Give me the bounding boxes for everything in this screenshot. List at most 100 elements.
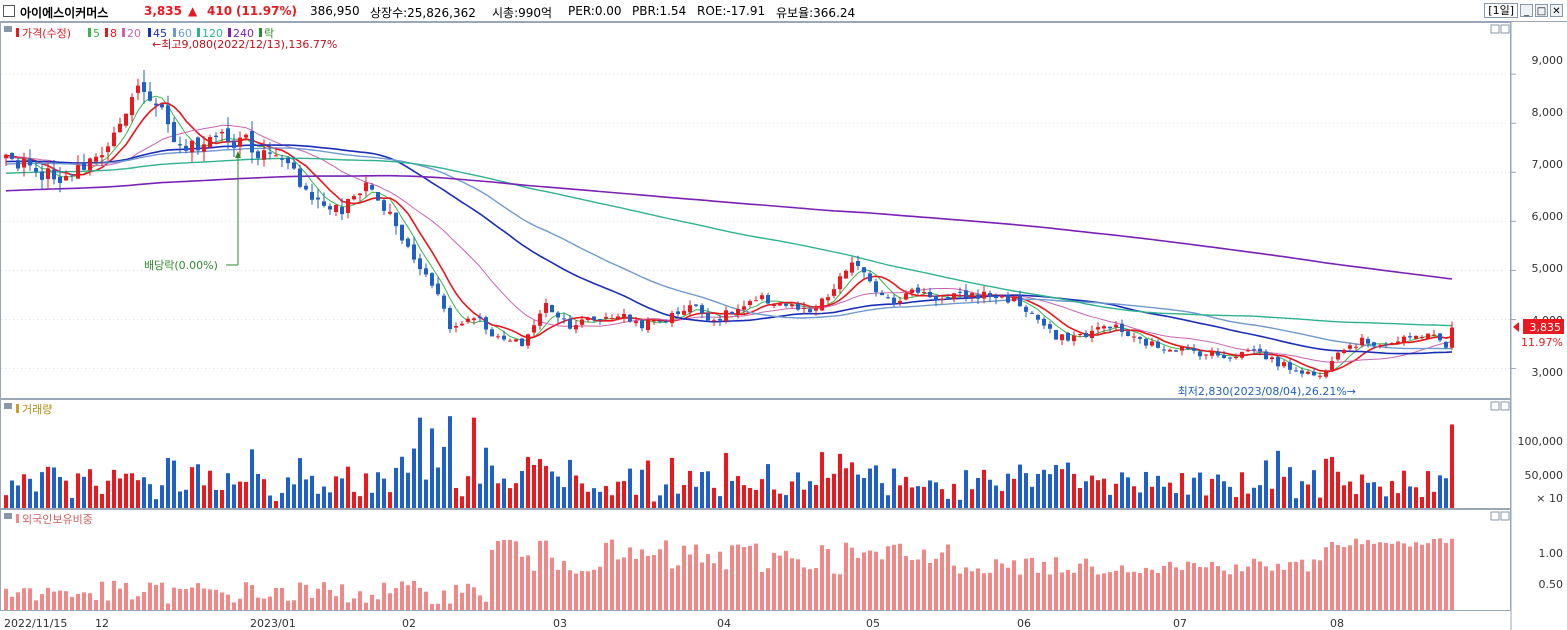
foreign-ratio-bar[interactable] — [718, 551, 722, 610]
candle-body[interactable] — [628, 314, 632, 322]
foreign-ratio-bar[interactable] — [94, 600, 98, 610]
volume-bar[interactable] — [304, 479, 308, 508]
volume-bar[interactable] — [226, 473, 230, 508]
candle-body[interactable] — [1018, 295, 1022, 307]
foreign-ratio-bar[interactable] — [1444, 543, 1448, 610]
candle-body[interactable] — [322, 201, 326, 206]
candle-body[interactable] — [394, 212, 398, 227]
volume-bar[interactable] — [202, 485, 206, 508]
candle-body[interactable] — [826, 297, 830, 301]
volume-bar[interactable] — [748, 487, 752, 508]
volume-bar[interactable] — [1438, 475, 1442, 508]
select-checkbox[interactable] — [3, 5, 15, 17]
foreign-ratio-bar[interactable] — [796, 559, 800, 610]
volume-bar[interactable] — [292, 484, 296, 508]
foreign-ratio-bar[interactable] — [802, 567, 806, 610]
candle-body[interactable] — [424, 268, 428, 275]
volume-bar[interactable] — [892, 468, 896, 508]
foreign-ratio-bar[interactable] — [1294, 561, 1298, 610]
candle-body[interactable] — [952, 293, 956, 300]
foreign-ratio-bar[interactable] — [922, 549, 926, 610]
foreign-ratio-bar[interactable] — [310, 597, 314, 610]
foreign-ratio-bar[interactable] — [70, 596, 74, 610]
volume-bar[interactable] — [832, 473, 836, 508]
candle-body[interactable] — [430, 273, 434, 286]
foreign-ratio-bar[interactable] — [190, 587, 194, 610]
volume-bar[interactable] — [730, 480, 734, 508]
volume-bar[interactable] — [598, 491, 602, 508]
volume-bar[interactable] — [940, 489, 944, 508]
volume-bar[interactable] — [724, 452, 728, 508]
foreign-ratio-bar[interactable] — [1018, 574, 1022, 610]
candle-body[interactable] — [820, 298, 824, 311]
foreign-ratio-bar[interactable] — [1426, 543, 1430, 610]
foreign-ratio-bar[interactable] — [598, 566, 602, 610]
foreign-ratio-bar[interactable] — [688, 554, 692, 610]
candle-body[interactable] — [448, 308, 452, 330]
foreign-ratio-bar[interactable] — [1390, 543, 1394, 610]
candle-body[interactable] — [1216, 351, 1220, 356]
candle-body[interactable] — [964, 290, 968, 298]
candle-body[interactable] — [1192, 348, 1196, 351]
candle-body[interactable] — [376, 192, 380, 201]
candle-body[interactable] — [1312, 371, 1316, 376]
volume-bar[interactable] — [178, 491, 182, 508]
foreign-ratio-bar[interactable] — [892, 544, 896, 610]
foreign-ratio-bar[interactable] — [172, 587, 176, 610]
volume-bar[interactable] — [496, 483, 500, 508]
candle-body[interactable] — [184, 145, 188, 151]
candle-body[interactable] — [274, 155, 278, 157]
foreign-ratio-bar[interactable] — [124, 582, 128, 610]
volume-bar[interactable] — [646, 460, 650, 508]
foreign-ratio-bar[interactable] — [550, 557, 554, 610]
volume-bar[interactable] — [796, 472, 800, 508]
foreign-ratio-bar[interactable] — [1072, 572, 1076, 610]
foreign-ratio-bar[interactable] — [478, 595, 482, 610]
volume-bar[interactable] — [592, 488, 596, 508]
volume-bar[interactable] — [220, 490, 224, 508]
candle-body[interactable] — [388, 211, 392, 214]
volume-bar[interactable] — [988, 479, 992, 508]
volume-bar[interactable] — [658, 495, 662, 508]
foreign-ratio-bar[interactable] — [742, 547, 746, 610]
foreign-ratio-bar[interactable] — [610, 539, 614, 610]
volume-bar[interactable] — [172, 460, 176, 508]
foreign-ratio-bar[interactable] — [532, 570, 536, 610]
candle-body[interactable] — [1294, 370, 1298, 372]
volume-bar[interactable] — [346, 466, 350, 508]
foreign-ratio-bar[interactable] — [490, 549, 494, 610]
foreign-ratio-bar[interactable] — [1126, 572, 1130, 610]
foreign-ratio-bar[interactable] — [1198, 567, 1202, 610]
volume-bar[interactable] — [928, 480, 932, 508]
foreign-ratio-bar[interactable] — [238, 598, 242, 610]
candle-body[interactable] — [1162, 349, 1166, 351]
volume-bar[interactable] — [862, 477, 866, 508]
candle-body[interactable] — [88, 158, 92, 171]
volume-bar[interactable] — [544, 466, 548, 508]
foreign-ratio-bar[interactable] — [682, 545, 686, 610]
foreign-ratio-bar[interactable] — [358, 591, 362, 610]
foreign-ratio-bar[interactable] — [256, 597, 260, 610]
volume-bar[interactable] — [1204, 495, 1208, 508]
candle-body[interactable] — [712, 320, 716, 322]
volume-bar[interactable] — [1138, 492, 1142, 508]
volume-bar[interactable] — [160, 485, 164, 508]
volume-bar[interactable] — [1066, 462, 1070, 508]
foreign-ratio-bar[interactable] — [766, 568, 770, 610]
volume-bar[interactable] — [262, 479, 266, 508]
volume-bar[interactable] — [340, 478, 344, 508]
foreign-ratio-bar[interactable] — [52, 591, 56, 610]
foreign-ratio-bar[interactable] — [76, 593, 80, 610]
volume-bar[interactable] — [196, 464, 200, 508]
volume-bar[interactable] — [958, 499, 962, 508]
foreign-ratio-bar[interactable] — [1036, 572, 1040, 610]
candle-body[interactable] — [568, 318, 572, 329]
foreign-ratio-bar[interactable] — [352, 598, 356, 610]
foreign-ratio-bar[interactable] — [328, 589, 332, 610]
volume-bar[interactable] — [1426, 471, 1430, 508]
candle-body[interactable] — [934, 295, 938, 301]
candle-body[interactable] — [904, 293, 908, 300]
volume-bar[interactable] — [280, 492, 284, 508]
candle-body[interactable] — [268, 152, 272, 154]
volume-bar[interactable] — [322, 486, 326, 508]
